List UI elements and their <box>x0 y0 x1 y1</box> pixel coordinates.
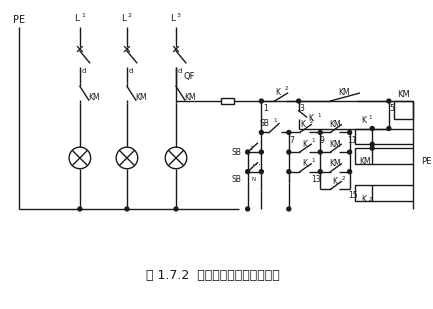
Circle shape <box>259 99 263 103</box>
Circle shape <box>287 130 291 134</box>
Text: KM: KM <box>135 93 146 102</box>
Circle shape <box>287 150 291 154</box>
Text: 11: 11 <box>347 136 356 145</box>
Text: L: L <box>171 14 175 23</box>
Text: 1: 1 <box>263 104 268 113</box>
Text: KM: KM <box>338 88 349 97</box>
Text: 1: 1 <box>81 13 85 18</box>
Text: KM: KM <box>329 120 341 129</box>
Bar <box>394 101 414 119</box>
Circle shape <box>370 146 374 150</box>
Text: 9: 9 <box>320 136 325 145</box>
Text: 2: 2 <box>128 13 132 18</box>
Text: 1: 1 <box>368 115 372 120</box>
Text: KM: KM <box>184 93 196 102</box>
Text: 2: 2 <box>249 146 253 151</box>
Text: K: K <box>361 195 366 204</box>
Text: KM: KM <box>359 157 371 166</box>
Circle shape <box>348 150 352 154</box>
Circle shape <box>297 99 301 103</box>
Circle shape <box>370 142 374 146</box>
Text: 2: 2 <box>368 197 372 202</box>
Text: 1: 1 <box>273 118 277 123</box>
Text: 2: 2 <box>342 176 345 180</box>
Text: KM: KM <box>397 90 410 99</box>
Text: PE: PE <box>13 15 25 25</box>
Text: K: K <box>361 116 366 125</box>
Text: N: N <box>252 177 255 183</box>
Text: QF: QF <box>184 72 195 81</box>
Text: 3: 3 <box>299 104 304 113</box>
Circle shape <box>78 207 82 211</box>
Bar <box>221 98 234 104</box>
Circle shape <box>387 127 391 130</box>
Bar <box>355 185 372 201</box>
Text: KM: KM <box>88 93 100 102</box>
Circle shape <box>348 130 352 134</box>
Text: K: K <box>308 114 313 123</box>
Circle shape <box>318 130 322 134</box>
Text: SB: SB <box>232 147 242 157</box>
Text: 1: 1 <box>317 113 321 118</box>
Text: ...: ... <box>252 157 261 167</box>
Text: 13: 13 <box>311 175 321 184</box>
Circle shape <box>259 130 263 134</box>
Text: d: d <box>81 68 86 74</box>
Text: K: K <box>302 159 307 168</box>
Circle shape <box>125 207 129 211</box>
Text: 2: 2 <box>285 86 288 91</box>
Bar <box>355 129 372 144</box>
Text: d: d <box>178 68 182 74</box>
Text: d: d <box>129 68 133 74</box>
Circle shape <box>370 127 374 130</box>
Text: 2: 2 <box>310 119 313 124</box>
Text: KM: KM <box>329 140 341 149</box>
Text: PE: PE <box>421 157 432 166</box>
Circle shape <box>246 170 249 174</box>
Text: K: K <box>275 88 281 97</box>
Text: 15: 15 <box>348 191 357 200</box>
Circle shape <box>387 99 391 103</box>
Text: 图 1.7.2  多处开关控制系统电路图: 图 1.7.2 多处开关控制系统电路图 <box>146 269 280 282</box>
Text: K: K <box>300 120 305 129</box>
Circle shape <box>348 170 352 174</box>
Text: L: L <box>122 14 126 23</box>
Text: 5: 5 <box>389 104 394 113</box>
Text: 1: 1 <box>311 138 315 143</box>
Text: SB: SB <box>232 175 242 184</box>
Text: L: L <box>74 14 79 23</box>
Text: 7: 7 <box>289 136 294 145</box>
Circle shape <box>259 150 263 154</box>
Text: KM: KM <box>329 159 341 168</box>
Text: SB: SB <box>259 119 269 128</box>
Circle shape <box>318 170 322 174</box>
Circle shape <box>246 150 249 154</box>
Circle shape <box>318 150 322 154</box>
Circle shape <box>287 207 291 211</box>
Circle shape <box>246 207 249 211</box>
Circle shape <box>287 170 291 174</box>
Circle shape <box>174 207 178 211</box>
Text: K: K <box>333 177 337 186</box>
Text: K: K <box>302 140 307 149</box>
Bar <box>355 148 372 164</box>
Text: 3: 3 <box>177 13 181 18</box>
Text: 1: 1 <box>311 158 315 163</box>
Circle shape <box>259 170 263 174</box>
